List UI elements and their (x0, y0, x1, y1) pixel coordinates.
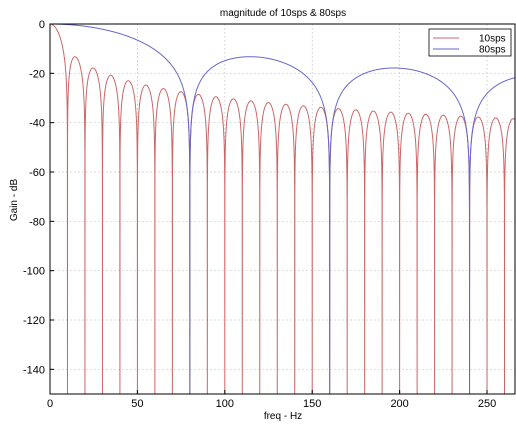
chart-title: magnitude of 10sps & 80sps (220, 8, 346, 19)
x-tick-label: 250 (478, 398, 496, 410)
x-tick-label: 50 (131, 398, 143, 410)
y-tick-label: -80 (29, 216, 45, 228)
y-tick-label: 0 (39, 19, 45, 31)
x-tick-label: 200 (390, 398, 408, 410)
legend-box (428, 28, 512, 57)
y-tick-label: -60 (29, 167, 45, 179)
series-line-80sps (50, 24, 515, 394)
x-axis-label: freq - Hz (264, 411, 302, 422)
legend-label-80sps: 80sps (479, 45, 506, 56)
x-tick-label: 0 (47, 398, 53, 410)
y-tick-label: -140 (23, 364, 45, 376)
y-tick-label: -120 (23, 315, 45, 327)
x-tick-label: 150 (303, 398, 321, 410)
series-line-10sps (50, 24, 515, 394)
y-tick-label: -40 (29, 118, 45, 130)
axis-ticks: 0 50 100 150 200 250 0 -20 -40 -60 -80 -100 -120 -140 (23, 19, 496, 410)
y-tick-label: -100 (23, 266, 45, 278)
y-tick-label: -20 (29, 68, 45, 80)
plot-frame (49, 23, 516, 395)
legend-label-10sps: 10sps (479, 34, 506, 45)
y-axis-label: Gain - dB (9, 179, 20, 222)
x-tick-label: 100 (216, 398, 234, 410)
legend: 10sps 80sps (428, 28, 512, 57)
